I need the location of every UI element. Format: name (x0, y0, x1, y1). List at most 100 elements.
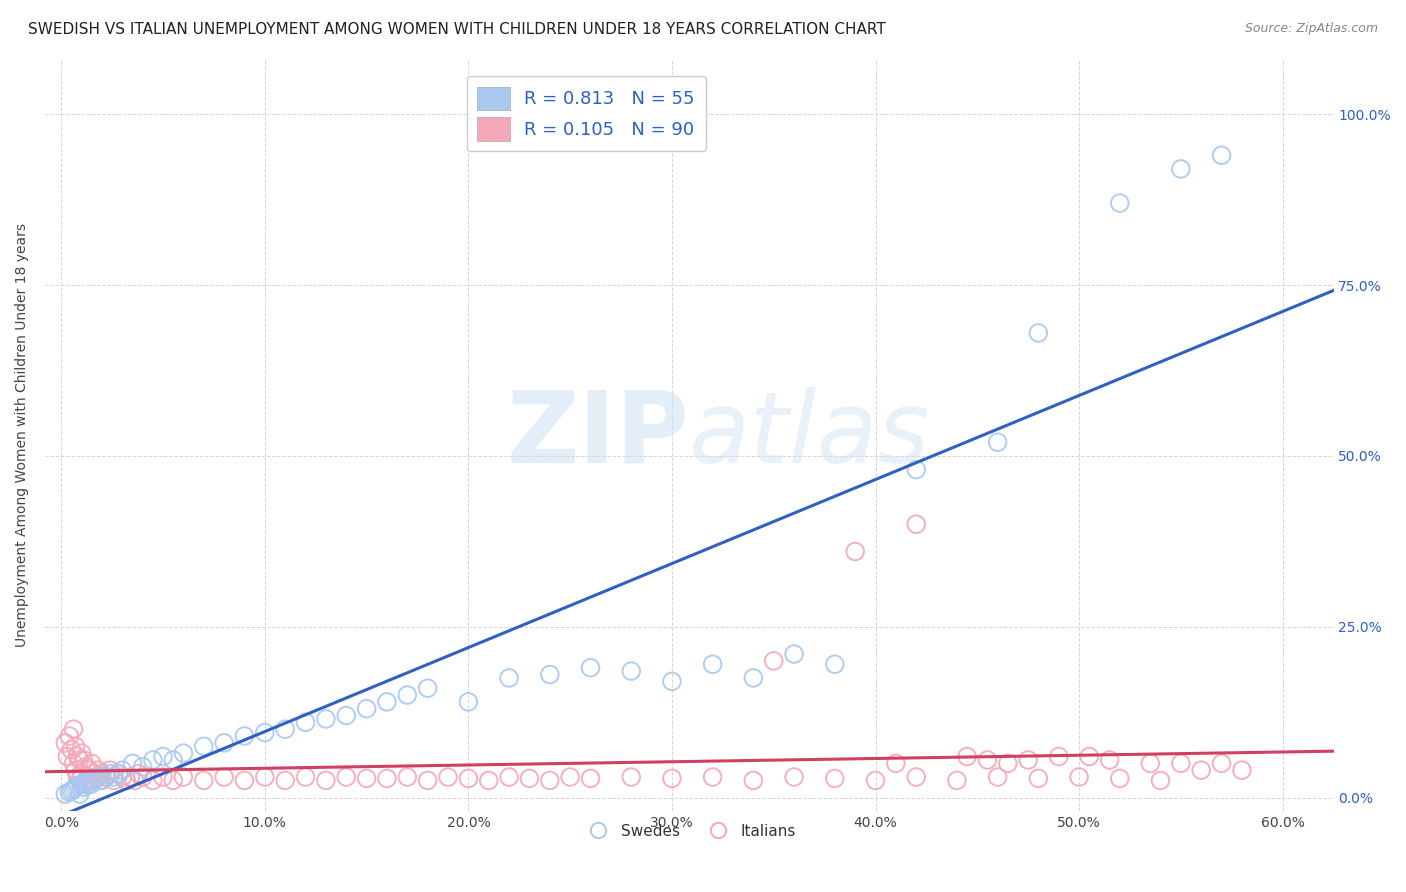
Point (560, 770, 582, 784)
Point (1067, 770, 1090, 784)
Text: Source: ZipAtlas.com: Source: ZipAtlas.com (1244, 22, 1378, 36)
Point (1017, 753, 1039, 767)
Point (79, 763, 101, 777)
Point (152, 749, 174, 764)
Point (976, 753, 998, 767)
Point (193, 739, 215, 754)
Point (121, 756, 143, 771)
Point (478, 773, 501, 788)
Point (987, 770, 1010, 784)
Point (274, 773, 297, 788)
Point (1108, 196, 1130, 211)
Point (60, 783, 83, 797)
Point (91, 773, 114, 788)
Point (72, 753, 94, 767)
Point (233, 773, 256, 788)
Point (84, 770, 107, 784)
Point (75, 775, 97, 789)
Point (83, 766, 105, 780)
Point (1170, 756, 1192, 771)
Point (1189, 763, 1212, 777)
Point (53, 736, 76, 750)
Point (905, 517, 928, 532)
Point (457, 772, 479, 786)
Point (987, 435, 1010, 450)
Point (233, 729, 256, 743)
Point (107, 766, 129, 780)
Point (762, 654, 785, 668)
Point (335, 770, 357, 784)
Point (396, 770, 419, 784)
Point (905, 462, 928, 476)
Y-axis label: Unemployment Among Women with Children Under 18 years: Unemployment Among Women with Children U… (15, 223, 30, 648)
Point (946, 773, 969, 788)
Point (172, 770, 194, 784)
Point (72, 777, 94, 791)
Point (62, 722, 84, 736)
Point (498, 671, 520, 685)
Point (53, 787, 76, 801)
Point (128, 766, 150, 780)
Point (142, 753, 165, 767)
Point (162, 753, 184, 767)
Point (519, 772, 541, 786)
Point (356, 772, 378, 786)
Point (70, 766, 93, 780)
Point (98, 766, 121, 780)
Point (107, 766, 129, 780)
Point (1230, 763, 1253, 777)
Point (538, 667, 561, 681)
Point (1028, 326, 1050, 340)
Point (65, 739, 87, 754)
Point (142, 773, 165, 788)
Point (997, 756, 1019, 771)
Point (315, 773, 337, 788)
Point (416, 773, 439, 788)
Point (111, 770, 134, 784)
Point (76, 770, 98, 784)
Point (131, 760, 153, 774)
Point (416, 681, 439, 696)
Point (98, 763, 121, 777)
Point (103, 770, 125, 784)
Point (335, 708, 357, 723)
Text: atlas: atlas (689, 387, 931, 483)
Point (115, 773, 138, 788)
Point (69, 773, 91, 788)
Point (66, 770, 89, 784)
Point (742, 773, 765, 788)
Point (294, 715, 316, 730)
Point (824, 772, 846, 786)
Point (742, 671, 765, 685)
Point (120, 770, 142, 784)
Point (579, 772, 602, 786)
Point (58, 729, 80, 743)
Point (124, 773, 146, 788)
Point (1098, 753, 1121, 767)
Point (884, 756, 907, 771)
Point (58, 785, 80, 799)
Point (375, 695, 398, 709)
Point (87, 770, 110, 784)
Point (60, 742, 83, 756)
Point (274, 722, 297, 736)
Point (315, 712, 337, 726)
Point (661, 674, 683, 689)
Text: SWEDISH VS ITALIAN UNEMPLOYMENT AMONG WOMEN WITH CHILDREN UNDER 18 YEARS CORRELA: SWEDISH VS ITALIAN UNEMPLOYMENT AMONG WO… (28, 22, 886, 37)
Point (1139, 756, 1161, 771)
Point (65, 763, 87, 777)
Point (783, 770, 806, 784)
Point (253, 770, 276, 784)
Point (1047, 749, 1070, 764)
Text: ZIP: ZIP (506, 387, 689, 483)
Point (69, 753, 91, 767)
Point (824, 657, 846, 672)
Point (620, 770, 643, 784)
Point (294, 770, 316, 784)
Legend: Swedes, Italians: Swedes, Italians (576, 818, 803, 845)
Point (956, 749, 979, 764)
Point (66, 778, 89, 792)
Point (1149, 773, 1171, 788)
Point (70, 746, 93, 760)
Point (65, 780, 87, 795)
